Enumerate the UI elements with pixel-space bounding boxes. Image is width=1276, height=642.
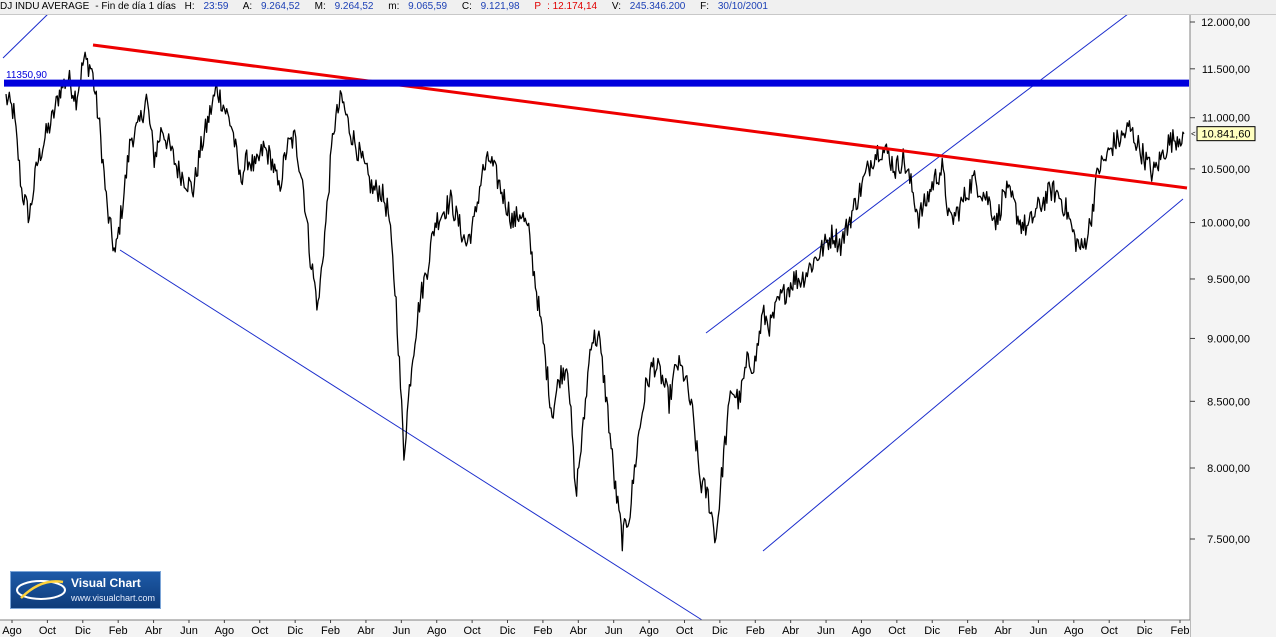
x-tick-label: Feb	[321, 625, 340, 637]
x-tick-label: Abr	[145, 625, 162, 637]
quote-field-high: M: 9.264,52	[314, 1, 374, 12]
x-tick-label: Ago	[639, 625, 659, 637]
x-tick-label: Abr	[782, 625, 799, 637]
x-tick-label: Abr	[994, 625, 1011, 637]
x-tick-label: Jun	[605, 625, 623, 637]
period-label: - Fin de día 1 días	[95, 1, 176, 12]
x-tick-label: Feb	[958, 625, 977, 637]
y-tick-label: 11.500,00	[1202, 64, 1250, 76]
x-tick-label: Feb	[109, 625, 128, 637]
last-price-box	[1196, 126, 1256, 142]
quote-field-close: C: 9.121,98	[461, 1, 520, 12]
visual-chart-logo: Visual Chart www.visualchart.com	[10, 571, 161, 609]
x-tick-label: Jun	[180, 625, 198, 637]
x-tick-label: Feb	[533, 625, 552, 637]
x-tick-label: Dic	[75, 625, 91, 637]
x-tick-label: Oct	[1101, 625, 1118, 637]
logo-title: Visual Chart	[71, 576, 141, 590]
x-tick-label: Dic	[1137, 625, 1153, 637]
x-axis: Ago Oct Dic Feb Abr Jun Ago Oct Dic Feb Abr Jun Ago O…	[0, 619, 1190, 637]
y-tick-label: 7.500,00	[1207, 534, 1250, 546]
y-tick-label: 9.000,00	[1207, 333, 1250, 345]
last-price-label: 10.841,60	[1202, 129, 1251, 141]
y-tick-label: 8.500,00	[1207, 396, 1250, 408]
x-tick-label: Oct	[251, 625, 268, 637]
quote-field-date: F: 30/10/2001	[700, 1, 768, 12]
quote-field-volume: V: 245.346.200	[611, 1, 686, 12]
chart-header: DJ INDU AVERAGE - Fin de día 1 días H: 23…	[0, 0, 1276, 15]
y-tick-label: 9.500,00	[1207, 274, 1250, 286]
x-tick-label: Oct	[888, 625, 905, 637]
x-tick-label: Abr	[357, 625, 374, 637]
x-tick-label: Dic	[712, 625, 728, 637]
y-tick-label: 8.000,00	[1207, 463, 1250, 475]
x-tick-label: Jun	[817, 625, 835, 637]
price-series-line	[5, 51, 1185, 552]
x-tick-label: Dic	[924, 625, 940, 637]
quote-field-h: H: 23:59	[184, 1, 229, 12]
y-tick-label: 11.000,00	[1202, 113, 1250, 125]
x-tick-label: Ago	[427, 625, 447, 637]
x-tick-label: Feb	[746, 625, 765, 637]
symbol-name: DJ INDU AVERAGE	[0, 1, 90, 12]
x-tick-label: Oct	[39, 625, 56, 637]
y-tick-label: 12.000,00	[1201, 17, 1250, 29]
channel-line-lower	[762, 198, 1184, 552]
x-tick-label: Oct	[676, 625, 693, 637]
plot-layer: 11350,90	[2, 13, 1189, 621]
x-tick-label: Ago	[1064, 625, 1084, 637]
x-tick-label: Jun	[392, 625, 410, 637]
x-axis-panel	[0, 620, 1190, 637]
quote-field-p: P: 12.174,14	[534, 1, 598, 12]
channel-line-top-left	[2, 13, 49, 59]
x-tick-label: Oct	[464, 625, 481, 637]
channel-line-upper	[705, 13, 1129, 334]
x-tick-label: Abr	[570, 625, 587, 637]
x-tick-label: Ago	[2, 625, 22, 637]
support-line-lower	[119, 249, 703, 621]
quote-field-low: m: 9.065,59	[388, 1, 448, 12]
x-tick-label: Feb	[1171, 625, 1190, 637]
x-tick-label: Dic	[287, 625, 303, 637]
x-tick-label: Dic	[500, 625, 516, 637]
x-tick-label: Jun	[1030, 625, 1048, 637]
y-axis-panel	[1190, 14, 1276, 637]
x-tick-label: Ago	[215, 625, 235, 637]
y-tick-label: 10.500,00	[1201, 164, 1250, 176]
logo-url: www.visualchart.com	[71, 593, 156, 603]
y-tick-label: 10.000,00	[1201, 218, 1250, 230]
last-price-marker-icon: <	[1191, 130, 1196, 139]
logo-swoosh-icon	[16, 580, 66, 600]
y-axis: 12.000,00 11.500,00 11.000,00 10.500,00 10.0…	[1189, 14, 1276, 637]
x-tick-label: Ago	[852, 625, 872, 637]
quote-field-open: A: 9.264,52	[242, 1, 300, 12]
resistance-label: 11350,90	[6, 70, 47, 81]
downtrend-line	[92, 43, 1188, 190]
